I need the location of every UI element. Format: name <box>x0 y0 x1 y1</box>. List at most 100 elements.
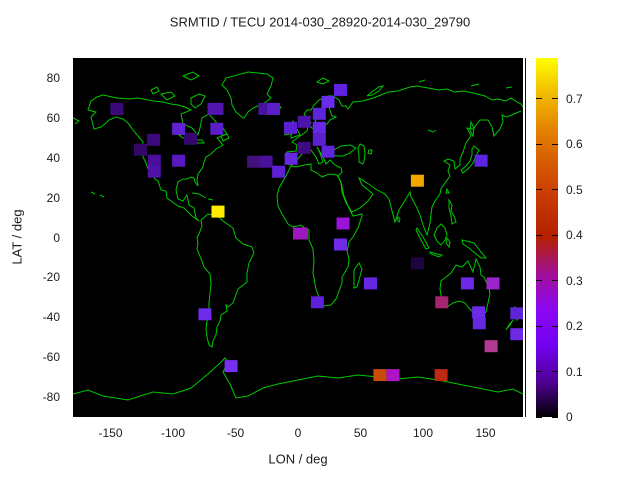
colorbar-tick <box>536 280 542 282</box>
data-square <box>484 340 498 353</box>
coastline-path <box>427 129 437 133</box>
y-tick-label: -80 <box>42 390 60 405</box>
colorbar-tick <box>536 189 542 191</box>
data-square <box>293 227 308 240</box>
coastline-path <box>415 227 430 250</box>
coastline-path <box>396 216 401 223</box>
data-square <box>134 143 147 156</box>
coastline-path <box>291 110 522 237</box>
data-square <box>147 154 161 167</box>
coastline-path <box>445 187 450 194</box>
y-tick-label: 0 <box>53 230 60 245</box>
coastline-path <box>445 236 451 249</box>
data-square <box>310 296 324 309</box>
map-plot-area <box>73 58 523 417</box>
coastline-path <box>353 262 363 289</box>
coastline-path <box>315 77 331 85</box>
coastline-path <box>289 119 301 139</box>
data-square <box>172 154 186 167</box>
colorbar-tick-label: 0.3 <box>566 273 583 288</box>
colorbar-tick-label: 0.1 <box>566 364 583 379</box>
data-square <box>334 83 347 96</box>
x-tick-label: 100 <box>412 426 434 440</box>
coastline-path <box>220 133 230 142</box>
world-map <box>73 58 523 417</box>
data-square <box>184 132 197 145</box>
coastline-path <box>191 192 214 201</box>
coastline-path <box>357 143 366 165</box>
coastline-path <box>429 251 444 258</box>
colorbar-tick <box>536 98 542 100</box>
data-square <box>297 141 311 154</box>
colorbar-tick-label: 0.2 <box>566 319 583 334</box>
data-square <box>312 121 326 134</box>
data-square <box>272 165 286 178</box>
data-square <box>198 308 212 321</box>
colorbar-tick <box>536 234 542 236</box>
y-tick-label: 80 <box>46 70 60 85</box>
colorbar-tick <box>536 143 542 145</box>
coastline-path <box>448 198 457 225</box>
data-square <box>172 122 186 135</box>
x-tick-label: 50 <box>353 426 368 440</box>
x-axis-title: LON / deg <box>268 451 328 467</box>
data-square <box>373 369 387 382</box>
colorbar-tick <box>552 234 558 236</box>
data-square <box>434 369 448 382</box>
plot-title: SRMTID / TECU 2014-030_28920-2014-030_29… <box>169 14 471 30</box>
data-square <box>207 102 224 115</box>
data-square <box>410 174 424 187</box>
colorbar-tick-label: 0.5 <box>566 182 583 197</box>
coastline-path <box>418 79 426 83</box>
colorbar-tick <box>536 416 542 418</box>
coastline-path <box>433 223 448 246</box>
coastline-path <box>87 94 228 222</box>
colorbar-tick <box>552 325 558 327</box>
data-square <box>297 115 311 128</box>
y-tick-label: 20 <box>46 190 60 205</box>
x-tick-label: -50 <box>226 426 245 440</box>
coastline-path <box>366 85 385 97</box>
colorbar-tick <box>552 280 558 282</box>
data-square <box>336 217 350 230</box>
data-square <box>259 155 273 168</box>
data-square <box>472 306 486 319</box>
coastline-path <box>286 85 523 166</box>
y-tick-label: -60 <box>42 350 60 365</box>
data-square <box>334 238 347 251</box>
data-square <box>110 102 124 115</box>
data-square <box>410 257 424 270</box>
coastline-path <box>469 120 475 138</box>
data-square <box>284 121 297 134</box>
data-square <box>474 154 488 167</box>
data-square <box>312 133 326 146</box>
data-square <box>210 122 224 135</box>
data-square <box>321 95 335 108</box>
data-square <box>147 133 161 146</box>
colorbar-tick <box>552 143 558 145</box>
data-square <box>284 152 298 165</box>
coastline-path <box>150 86 160 95</box>
colorbar-tick <box>552 98 558 100</box>
x-tick-label: 150 <box>475 426 496 440</box>
y-tick-label: -40 <box>42 310 60 325</box>
coastline-path <box>181 71 200 81</box>
data-square <box>486 277 500 290</box>
coastline-path <box>196 213 255 348</box>
data-square <box>510 328 523 341</box>
coastline-path <box>367 149 373 155</box>
coastline-path <box>73 117 80 125</box>
coastline-path <box>505 86 513 89</box>
colorbar-tick <box>552 189 558 191</box>
y-tick-label: 60 <box>46 110 60 125</box>
x-tick-label: -100 <box>160 426 186 440</box>
data-square <box>321 145 335 158</box>
coastline-path <box>159 91 176 101</box>
data-square <box>247 155 261 168</box>
data-square <box>472 317 486 330</box>
data-square <box>435 296 449 309</box>
data-square <box>267 102 281 115</box>
data-square <box>364 277 377 290</box>
coastline-path <box>190 93 206 109</box>
